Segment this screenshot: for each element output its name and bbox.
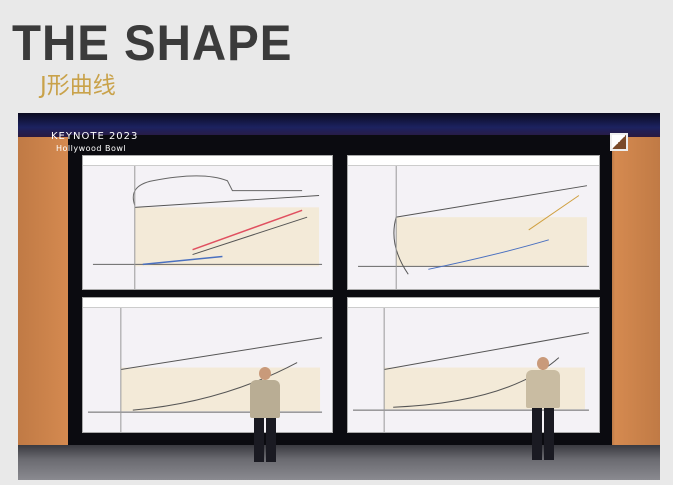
keynote-photo: KEYNOTE 2023 Hollywood Bowl (18, 113, 660, 480)
slide-title: THE SHAPE (12, 15, 293, 71)
screen-panel-top-left (82, 155, 333, 290)
broadcast-logo (610, 133, 628, 151)
screen-panel-bottom-right (347, 297, 600, 433)
venue-label: Hollywood Bowl (56, 144, 127, 153)
presenter-left (250, 367, 280, 462)
presenter-right (526, 357, 560, 460)
lighting-truss (18, 113, 660, 137)
screen-panel-bottom-left (82, 297, 333, 433)
screen-panel-top-right (347, 155, 600, 290)
event-label: KEYNOTE 2023 (51, 131, 139, 142)
slide-subtitle: J形曲线 (40, 73, 116, 99)
stage-floor (18, 445, 660, 480)
